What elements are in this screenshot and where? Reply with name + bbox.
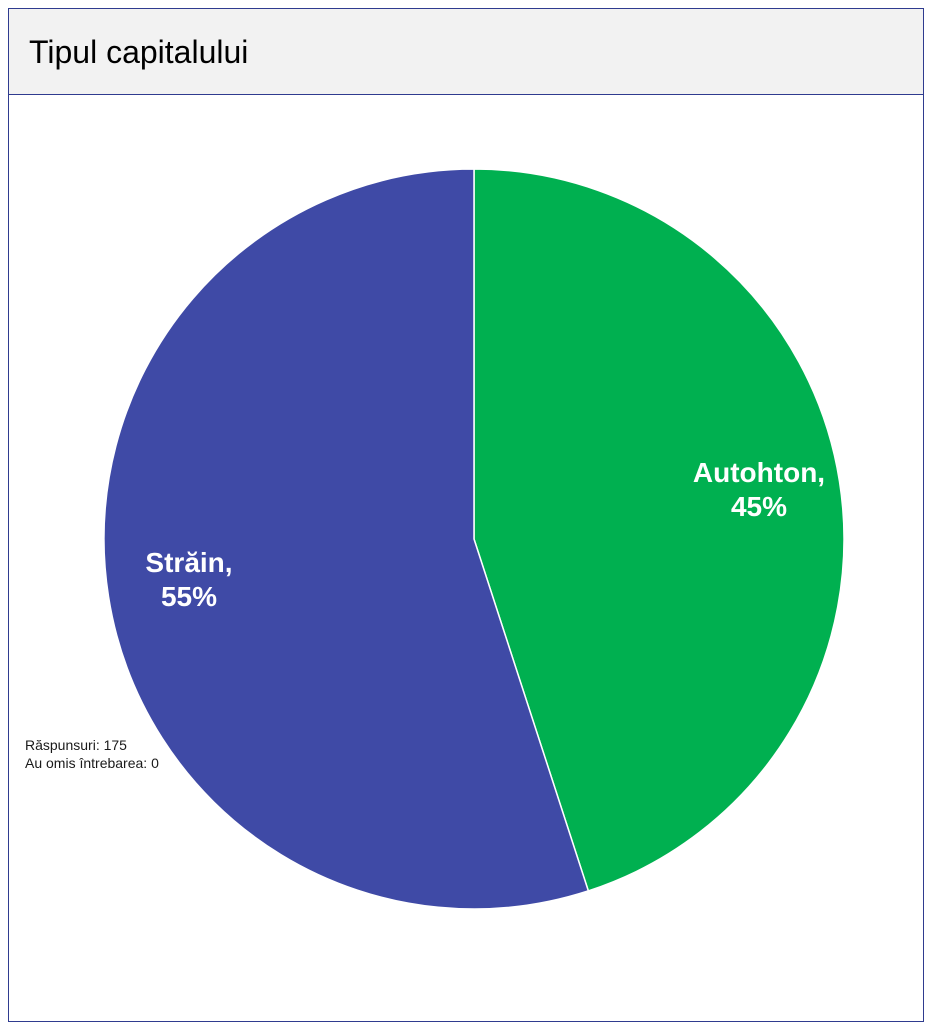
skipped-count: Au omis întrebarea0	[25, 755, 159, 771]
data-label-value: 55%	[161, 581, 217, 612]
data-label-1: Străin, 55%	[145, 547, 232, 612]
data-label-category: Străin,	[145, 547, 232, 578]
skipped-label: Au omis întrebarea	[25, 755, 151, 771]
data-label-value: 45%	[731, 491, 787, 522]
data-label-0: Autohton, 45%	[693, 457, 825, 522]
chart-title: Tipul capitalului	[29, 34, 249, 70]
responses-value: 175	[103, 737, 127, 753]
responses-count: Răspunsuri175	[25, 737, 127, 753]
pie-slice-străin	[103, 168, 590, 910]
pie-slices	[103, 168, 845, 910]
data-label-category: Autohton,	[693, 457, 825, 488]
pie-slice-autohton	[473, 168, 845, 892]
responses-label: Răspunsuri	[25, 737, 104, 753]
pie-labels: Autohton, 45% Străin, 55%	[145, 457, 825, 612]
skipped-value: 0	[151, 755, 159, 771]
panel-header: Tipul capitalului	[9, 9, 923, 95]
